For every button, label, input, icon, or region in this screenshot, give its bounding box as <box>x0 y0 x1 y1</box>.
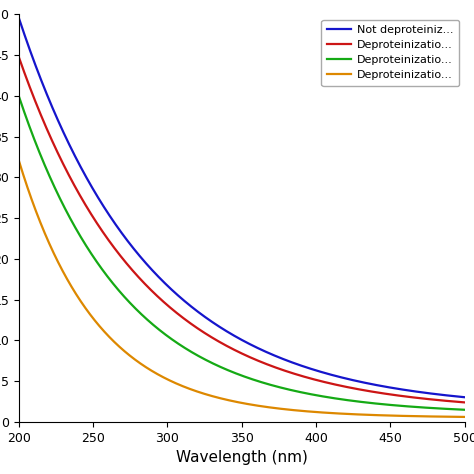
Not deproteiniz... <box>449 393 455 399</box>
Deproteinizatio... <box>367 412 373 418</box>
Not deproteiniz... <box>462 394 467 400</box>
Deproteinizatio... <box>448 406 454 412</box>
Deproteinizatio... <box>462 400 467 405</box>
Line: Deproteinizatio...: Deproteinizatio... <box>19 161 465 417</box>
Deproteinizatio... <box>233 399 238 405</box>
Deproteinizatio... <box>449 399 455 404</box>
Not deproteiniz... <box>16 16 22 21</box>
Deproteinizatio... <box>233 370 238 376</box>
Deproteinizatio... <box>462 407 467 412</box>
Deproteinizatio... <box>448 399 454 404</box>
Deproteinizatio... <box>16 94 22 100</box>
Not deproteiniz... <box>233 334 238 339</box>
Line: Deproteinizatio...: Deproteinizatio... <box>19 97 465 410</box>
Not deproteiniz... <box>39 79 45 84</box>
Deproteinizatio... <box>449 406 455 412</box>
Deproteinizatio... <box>449 414 455 419</box>
Not deproteiniz... <box>448 393 454 399</box>
Deproteinizatio... <box>16 158 22 164</box>
Deproteinizatio... <box>367 400 373 406</box>
Deproteinizatio... <box>39 114 45 120</box>
Deproteinizatio... <box>221 396 227 402</box>
X-axis label: Wavelength (nm): Wavelength (nm) <box>176 450 308 465</box>
Deproteinizatio... <box>39 223 45 228</box>
Not deproteiniz... <box>367 381 373 387</box>
Deproteinizatio... <box>448 414 454 419</box>
Legend: Not deproteiniz..., Deproteinizatio..., Deproteinizatio..., Deproteinizatio...: Not deproteiniz..., Deproteinizatio..., … <box>321 20 459 86</box>
Deproteinizatio... <box>233 347 238 353</box>
Deproteinizatio... <box>39 155 45 161</box>
Line: Deproteinizatio...: Deproteinizatio... <box>19 57 465 402</box>
Not deproteiniz... <box>221 327 227 332</box>
Deproteinizatio... <box>462 414 467 420</box>
Deproteinizatio... <box>221 365 227 371</box>
Deproteinizatio... <box>16 55 22 60</box>
Deproteinizatio... <box>367 388 373 394</box>
Deproteinizatio... <box>221 341 227 347</box>
Line: Not deproteiniz...: Not deproteiniz... <box>19 18 465 397</box>
